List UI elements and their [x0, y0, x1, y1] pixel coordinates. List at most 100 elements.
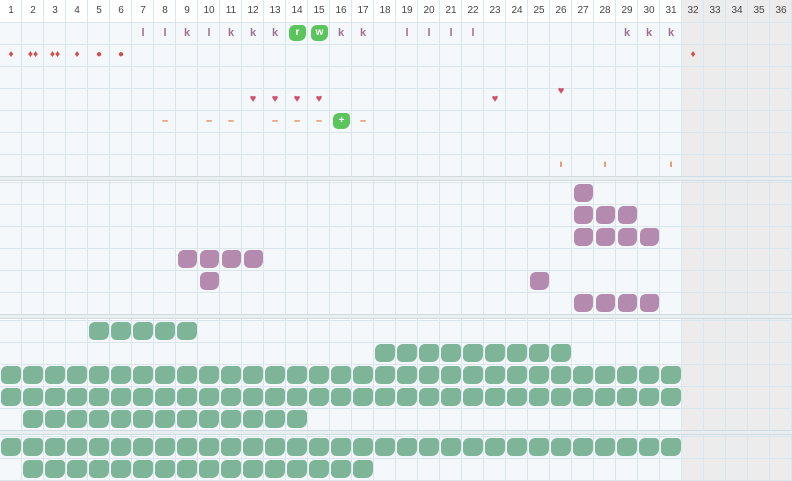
green-tile[interactable]	[529, 366, 549, 384]
green-tile[interactable]	[573, 366, 593, 384]
green-tile[interactable]	[595, 388, 615, 406]
green-tile[interactable]	[265, 388, 285, 406]
green-tile[interactable]	[177, 438, 197, 456]
day-header-1[interactable]: 1	[8, 5, 14, 16]
green-tile[interactable]	[111, 322, 131, 340]
green-tile[interactable]	[617, 438, 637, 456]
green-tile[interactable]	[243, 366, 263, 384]
day-header-2[interactable]: 2	[30, 5, 36, 16]
green-tile[interactable]	[45, 366, 65, 384]
green-tile[interactable]	[309, 460, 329, 478]
green-tile[interactable]	[331, 366, 351, 384]
green-tile[interactable]	[67, 438, 87, 456]
green-tile[interactable]	[89, 388, 109, 406]
green-tile[interactable]	[507, 388, 527, 406]
green-tile[interactable]	[133, 460, 153, 478]
green-tile[interactable]	[111, 366, 131, 384]
green-tile[interactable]	[265, 438, 285, 456]
green-tile[interactable]	[23, 410, 43, 428]
green-tile[interactable]	[529, 344, 549, 362]
green-tile[interactable]	[485, 366, 505, 384]
entry-marker[interactable]: l	[471, 27, 475, 39]
green-tile[interactable]	[661, 438, 681, 456]
green-tile[interactable]	[265, 460, 285, 478]
day-header-31[interactable]: 31	[665, 5, 677, 16]
purple-tile[interactable]	[618, 228, 637, 246]
green-tile[interactable]	[397, 366, 417, 384]
green-tile[interactable]	[199, 388, 219, 406]
green-tile[interactable]	[67, 410, 87, 428]
entry-marker[interactable]: k	[337, 27, 345, 39]
green-tile[interactable]	[463, 388, 483, 406]
day-header-26[interactable]: 26	[555, 5, 567, 16]
green-tile[interactable]	[155, 366, 175, 384]
green-tile[interactable]	[23, 438, 43, 456]
green-tile[interactable]	[331, 438, 351, 456]
green-tile[interactable]	[353, 438, 373, 456]
heart-icon[interactable]: ♥	[271, 93, 279, 105]
drop-icon[interactable]: ♦	[690, 49, 696, 60]
green-tile[interactable]	[45, 460, 65, 478]
purple-tile[interactable]	[244, 250, 263, 268]
green-tile[interactable]	[397, 344, 417, 362]
drop-icon[interactable]: ●	[117, 49, 125, 60]
green-tile[interactable]	[243, 438, 263, 456]
tick-marker[interactable]: ı	[559, 159, 563, 170]
green-tile[interactable]	[309, 388, 329, 406]
drop-icon[interactable]: ♦	[74, 49, 80, 60]
green-tile[interactable]	[507, 344, 527, 362]
entry-marker[interactable]: k	[249, 27, 257, 39]
green-tile[interactable]	[45, 388, 65, 406]
green-tile[interactable]	[419, 438, 439, 456]
green-tile[interactable]	[287, 460, 307, 478]
green-tile[interactable]	[199, 410, 219, 428]
green-tile[interactable]	[551, 438, 571, 456]
green-tile[interactable]	[155, 388, 175, 406]
purple-tile[interactable]	[640, 228, 659, 246]
dash-marker[interactable]: –	[293, 115, 301, 127]
green-tile[interactable]	[89, 460, 109, 478]
green-tile[interactable]	[67, 388, 87, 406]
green-tile[interactable]	[67, 366, 87, 384]
green-tile[interactable]	[111, 460, 131, 478]
day-header-33[interactable]: 33	[709, 5, 721, 16]
green-tile[interactable]	[353, 366, 373, 384]
green-tile[interactable]	[551, 366, 571, 384]
green-tile[interactable]	[287, 410, 307, 428]
green-tile[interactable]	[155, 322, 175, 340]
green-tile[interactable]	[419, 388, 439, 406]
green-tile[interactable]	[221, 366, 241, 384]
day-header-14[interactable]: 14	[291, 5, 303, 16]
green-tile[interactable]	[463, 344, 483, 362]
green-tile[interactable]	[441, 366, 461, 384]
entry-marker[interactable]: l	[405, 27, 409, 39]
day-header-27[interactable]: 27	[577, 5, 589, 16]
green-tile[interactable]	[23, 460, 43, 478]
green-tile[interactable]	[397, 438, 417, 456]
purple-tile[interactable]	[596, 228, 615, 246]
green-tile[interactable]	[199, 366, 219, 384]
green-tile[interactable]	[419, 366, 439, 384]
green-tile[interactable]	[375, 366, 395, 384]
entry-marker[interactable]: k	[645, 27, 653, 39]
green-tile[interactable]	[617, 388, 637, 406]
green-tile[interactable]	[661, 388, 681, 406]
green-tile[interactable]	[441, 438, 461, 456]
green-tile[interactable]	[529, 388, 549, 406]
purple-tile[interactable]	[574, 206, 593, 224]
green-tile[interactable]	[177, 460, 197, 478]
purple-tile[interactable]	[596, 294, 615, 312]
green-tile[interactable]	[133, 366, 153, 384]
purple-tile[interactable]	[222, 250, 241, 268]
day-header-15[interactable]: 15	[313, 5, 325, 16]
green-tile[interactable]	[155, 460, 175, 478]
green-tile[interactable]	[573, 438, 593, 456]
entry-marker[interactable]: l	[427, 27, 431, 39]
day-header-7[interactable]: 7	[140, 5, 146, 16]
entry-marker[interactable]: l	[207, 27, 211, 39]
green-tile[interactable]	[287, 438, 307, 456]
green-tile[interactable]	[199, 460, 219, 478]
purple-tile[interactable]	[178, 250, 197, 268]
green-tile[interactable]	[133, 322, 153, 340]
green-tile[interactable]	[133, 410, 153, 428]
